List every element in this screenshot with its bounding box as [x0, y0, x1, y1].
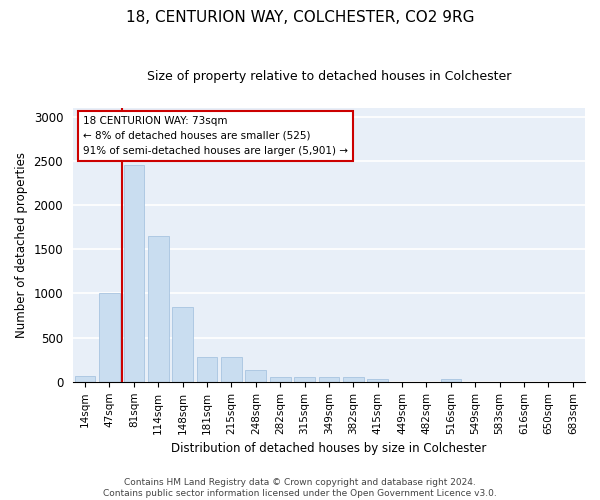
Bar [148, 236, 169, 382]
Bar [319, 377, 340, 382]
Y-axis label: Number of detached properties: Number of detached properties [15, 152, 28, 338]
Bar [270, 376, 290, 382]
Bar [124, 165, 144, 382]
Bar [440, 379, 461, 382]
Bar [221, 357, 242, 382]
Bar [75, 376, 95, 382]
Bar [172, 306, 193, 382]
Bar [99, 294, 120, 382]
Bar [294, 377, 315, 382]
Bar [197, 357, 217, 382]
Bar [343, 378, 364, 382]
X-axis label: Distribution of detached houses by size in Colchester: Distribution of detached houses by size … [171, 442, 487, 455]
Title: Size of property relative to detached houses in Colchester: Size of property relative to detached ho… [147, 70, 511, 83]
Text: 18 CENTURION WAY: 73sqm
← 8% of detached houses are smaller (525)
91% of semi-de: 18 CENTURION WAY: 73sqm ← 8% of detached… [83, 116, 348, 156]
Bar [367, 378, 388, 382]
Bar [245, 370, 266, 382]
Text: Contains HM Land Registry data © Crown copyright and database right 2024.
Contai: Contains HM Land Registry data © Crown c… [103, 478, 497, 498]
Text: 18, CENTURION WAY, COLCHESTER, CO2 9RG: 18, CENTURION WAY, COLCHESTER, CO2 9RG [126, 10, 474, 25]
